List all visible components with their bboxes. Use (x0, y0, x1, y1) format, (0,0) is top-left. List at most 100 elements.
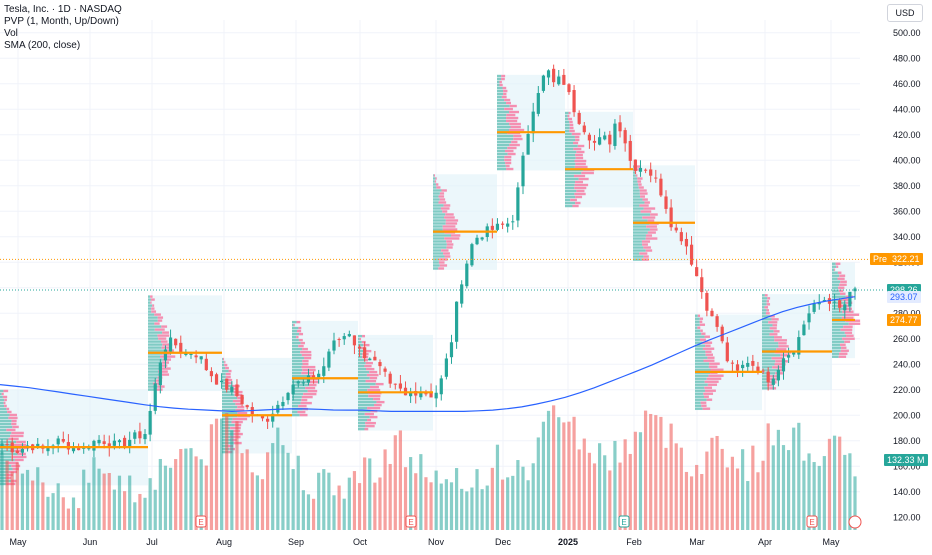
legend-vol[interactable]: Vol (4, 28, 18, 39)
candle-body (470, 244, 474, 266)
volume-bar (582, 438, 586, 530)
currency-button[interactable]: USD (887, 4, 923, 22)
profile-row-up (358, 370, 370, 374)
profile-row-up (497, 164, 506, 168)
profile-row-up (0, 440, 17, 444)
profile-row-up (0, 437, 9, 441)
profile-row-down (302, 362, 309, 366)
volume-bar (46, 496, 50, 530)
profile-row-up (148, 385, 158, 388)
legend-sma[interactable]: SMA (200, close) (4, 40, 81, 51)
volume-bar (276, 427, 280, 530)
profile-row-down (507, 152, 516, 156)
profile-row-down (362, 334, 366, 338)
profile-row-up (762, 318, 772, 321)
profile-row-up (292, 323, 294, 327)
profile-row-down (159, 373, 170, 376)
volume-bar (82, 469, 86, 530)
profile-row-down (237, 411, 248, 415)
earnings-icon (405, 515, 417, 528)
profile-row-down (434, 180, 437, 183)
profile-row-down (443, 252, 450, 255)
profile-row-up (433, 216, 445, 219)
profile-box (832, 262, 855, 359)
candle-body (715, 316, 719, 327)
profile-row-up (497, 146, 508, 150)
profile-row-up (292, 344, 299, 348)
candle-body (480, 237, 484, 240)
profile-row-up (433, 180, 435, 183)
profile-row-down (704, 380, 719, 383)
profile-row-down (704, 335, 710, 338)
profile-row-up (148, 343, 163, 346)
profile-row-up (0, 389, 4, 393)
volume-bar (260, 479, 265, 530)
volume-bar (204, 465, 208, 530)
profile-row-down (301, 353, 312, 357)
profile-row-down (574, 159, 587, 163)
volume-bar (751, 445, 755, 530)
profile-row-up (292, 335, 297, 339)
candle-body (107, 443, 111, 449)
profile-row-up (497, 80, 500, 84)
profile-row-down (302, 359, 309, 363)
profile-row-up (222, 405, 238, 409)
profile-row-up (695, 356, 708, 359)
profile-row-up (292, 404, 299, 408)
profile-row-up (433, 174, 434, 177)
profile-row-up (832, 340, 845, 343)
price-lines (0, 258, 884, 291)
profile-row-down (6, 476, 12, 480)
profile-row-up (433, 183, 436, 186)
profile-row-up (497, 119, 507, 123)
candle-body (36, 443, 40, 448)
profile-row-up (565, 126, 570, 130)
profile-row-up (222, 411, 238, 415)
profile-row-up (222, 408, 236, 412)
profile-row-down (842, 310, 854, 313)
profile-row-up (633, 174, 636, 177)
volume-bar (577, 449, 581, 530)
volume-bar (15, 462, 19, 530)
earnings-icon (806, 515, 818, 528)
profile-row-up (633, 183, 639, 186)
profile-row-up (148, 358, 163, 361)
profile-row-down (708, 374, 724, 377)
volume-bar (454, 468, 459, 530)
profile-row-up (565, 162, 576, 166)
profile-row-up (497, 149, 505, 153)
candle-body (209, 371, 214, 377)
volume-bar (853, 476, 857, 530)
profile-row-down (224, 360, 226, 364)
profile-row-up (433, 186, 437, 189)
profile-row-down (365, 424, 375, 428)
volume-bar (194, 456, 198, 530)
profile-row-up (497, 77, 502, 81)
profile-row-down (569, 126, 574, 130)
candle-body (235, 384, 239, 396)
profile-row-up (433, 189, 442, 192)
profile-row-up (762, 327, 770, 330)
legend-pvp[interactable]: PVP (1, Month, Up/Down) (4, 16, 119, 27)
volume-bar (567, 421, 571, 530)
profile-row-up (292, 395, 302, 399)
profile-row-down (707, 356, 715, 359)
y-tick-label: 340.00 (893, 232, 921, 242)
profile-row-up (695, 374, 709, 377)
candle-body (148, 410, 152, 435)
profile-row-up (695, 320, 700, 323)
volume-bar (352, 471, 357, 530)
profile-row-down (567, 114, 570, 118)
volume-bar (786, 450, 791, 530)
profile-row-down (363, 343, 370, 347)
legend-symbol[interactable]: Tesla, Inc. · 1D · NASDAQ (4, 4, 122, 15)
profile-row-up (292, 389, 308, 393)
profile-row-down (369, 385, 379, 389)
profile-row-down (366, 367, 375, 371)
profile-row-up (358, 373, 367, 377)
profile-row-down (503, 92, 507, 96)
volume-bar (684, 471, 689, 530)
profile-row-down (838, 289, 844, 292)
